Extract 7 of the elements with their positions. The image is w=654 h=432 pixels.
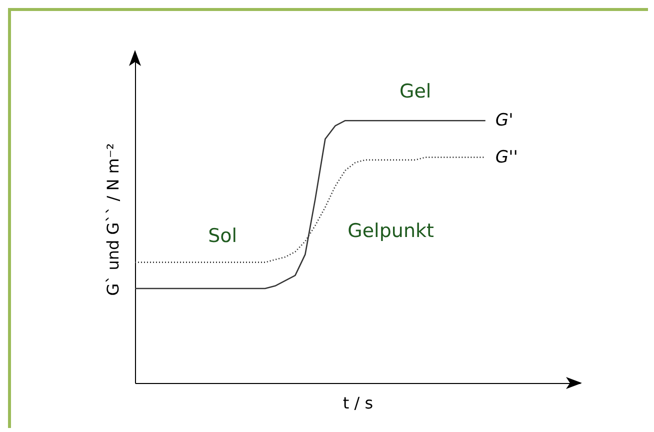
text: Gel bbox=[399, 80, 432, 103]
x-axis-title: t / s bbox=[342, 394, 374, 412]
y-axis-title: G` und G`` / N m⁻² bbox=[104, 143, 122, 296]
annotation: Sol bbox=[208, 225, 238, 248]
series-label: G'' bbox=[495, 147, 518, 168]
series-label: G' bbox=[495, 110, 514, 131]
annotation: Gelpunkt bbox=[348, 220, 434, 242]
